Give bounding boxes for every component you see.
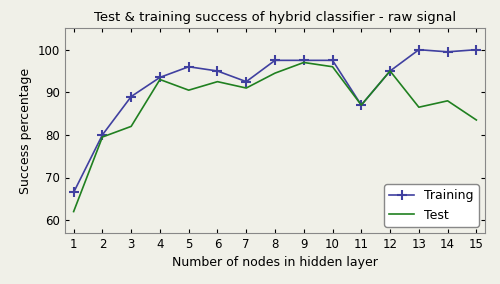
Training xyxy=(186,65,192,68)
Title: Test & training success of hybrid classifier - raw signal: Test & training success of hybrid classi… xyxy=(94,11,456,24)
Test xyxy=(301,61,307,64)
Training xyxy=(243,80,249,83)
Line: Test: Test xyxy=(74,62,476,212)
Test xyxy=(186,89,192,92)
Line: Training: Training xyxy=(69,45,481,197)
Training xyxy=(70,191,76,194)
Test xyxy=(243,86,249,90)
Test xyxy=(214,80,220,83)
Test xyxy=(272,71,278,75)
Training xyxy=(416,48,422,51)
Training xyxy=(214,69,220,73)
Test xyxy=(70,210,76,213)
Test xyxy=(444,99,450,103)
Y-axis label: Success percentage: Success percentage xyxy=(20,68,32,194)
Training xyxy=(272,59,278,62)
Test xyxy=(474,118,480,122)
Training xyxy=(358,103,364,107)
Test xyxy=(330,65,336,68)
Training xyxy=(301,59,307,62)
Test xyxy=(157,78,163,81)
Legend: Training, Test: Training, Test xyxy=(384,184,479,227)
X-axis label: Number of nodes in hidden layer: Number of nodes in hidden layer xyxy=(172,256,378,269)
Test xyxy=(128,125,134,128)
Training xyxy=(128,95,134,98)
Training xyxy=(157,76,163,79)
Test xyxy=(358,103,364,107)
Training xyxy=(444,50,450,53)
Training xyxy=(387,69,393,73)
Training xyxy=(330,59,336,62)
Test xyxy=(100,135,105,139)
Test xyxy=(416,105,422,109)
Test xyxy=(387,69,393,73)
Training xyxy=(474,48,480,51)
Training xyxy=(100,133,105,137)
